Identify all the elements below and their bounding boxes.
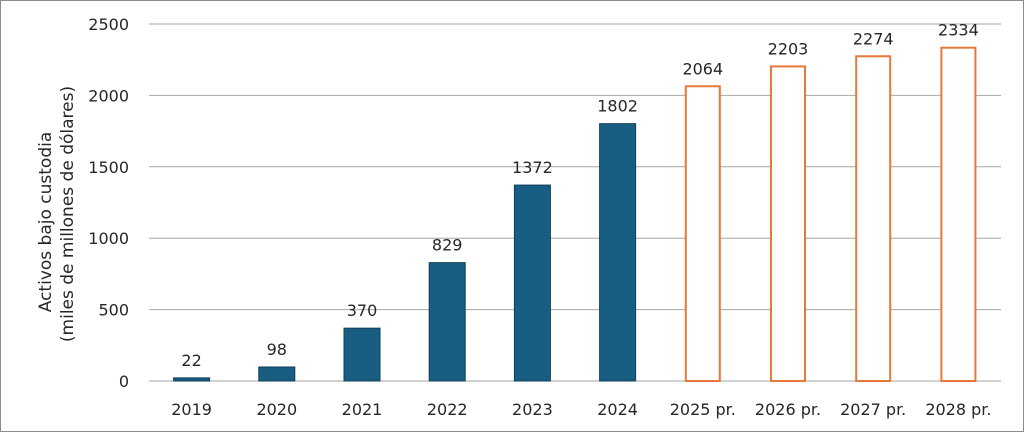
- bar: [428, 262, 466, 382]
- data-label: 2064: [682, 59, 723, 78]
- data-label: 98: [267, 340, 287, 359]
- x-tick-label: 2021: [342, 400, 383, 419]
- y-tick-label: 1000: [88, 229, 129, 248]
- x-tick-label: 2019: [171, 400, 212, 419]
- y-axis-title-line2: (miles de millones de dólares): [58, 86, 78, 342]
- y-tick-label: 500: [98, 301, 129, 320]
- x-tick-label: 2023: [512, 400, 553, 419]
- bar: [599, 123, 637, 382]
- data-label: 829: [432, 236, 463, 255]
- x-tick-label: 2028 pr.: [925, 400, 991, 419]
- bar: [258, 366, 296, 382]
- y-tick-label: 1500: [88, 158, 129, 177]
- data-label: 2274: [853, 29, 894, 48]
- bar-projected: [855, 55, 892, 383]
- y-tick-label: 0: [119, 372, 129, 391]
- data-label: 1802: [597, 97, 638, 116]
- bar: [513, 184, 551, 382]
- y-tick-label: 2500: [88, 15, 129, 34]
- y-tick-labels: 0 500 1000 1500 2000 2500: [88, 15, 129, 391]
- bar: [173, 377, 211, 382]
- bar-projected: [940, 46, 977, 382]
- x-tick-label: 2025 pr.: [670, 400, 736, 419]
- data-label: 2334: [938, 21, 979, 40]
- x-tick-label: 2026 pr.: [755, 400, 821, 419]
- y-axis-title-line1: Activos bajo custodia: [36, 132, 56, 313]
- x-tick-label: 2020: [256, 400, 297, 419]
- bar: [343, 327, 381, 382]
- bar-projected: [770, 65, 806, 383]
- data-label: 2203: [768, 39, 809, 58]
- x-tick-label: 2022: [427, 400, 468, 419]
- bars: [173, 46, 977, 383]
- x-tick-label: 2024: [597, 400, 638, 419]
- data-labels: 22 98 370 829 1372 1802 2064 2203 2274 2334: [181, 21, 978, 370]
- y-axis-title: Activos bajo custodia (miles de millones…: [36, 86, 78, 342]
- data-label: 22: [181, 351, 201, 370]
- x-tick-label: 2027 pr.: [840, 400, 906, 419]
- x-tick-labels: 2019 2020 2021 2022 2023 2024 2025 pr. 2026 pr.…: [171, 400, 991, 419]
- data-label: 1372: [512, 158, 553, 177]
- data-label: 370: [347, 301, 378, 320]
- bar-projected: [684, 85, 721, 382]
- y-tick-label: 2000: [88, 86, 129, 105]
